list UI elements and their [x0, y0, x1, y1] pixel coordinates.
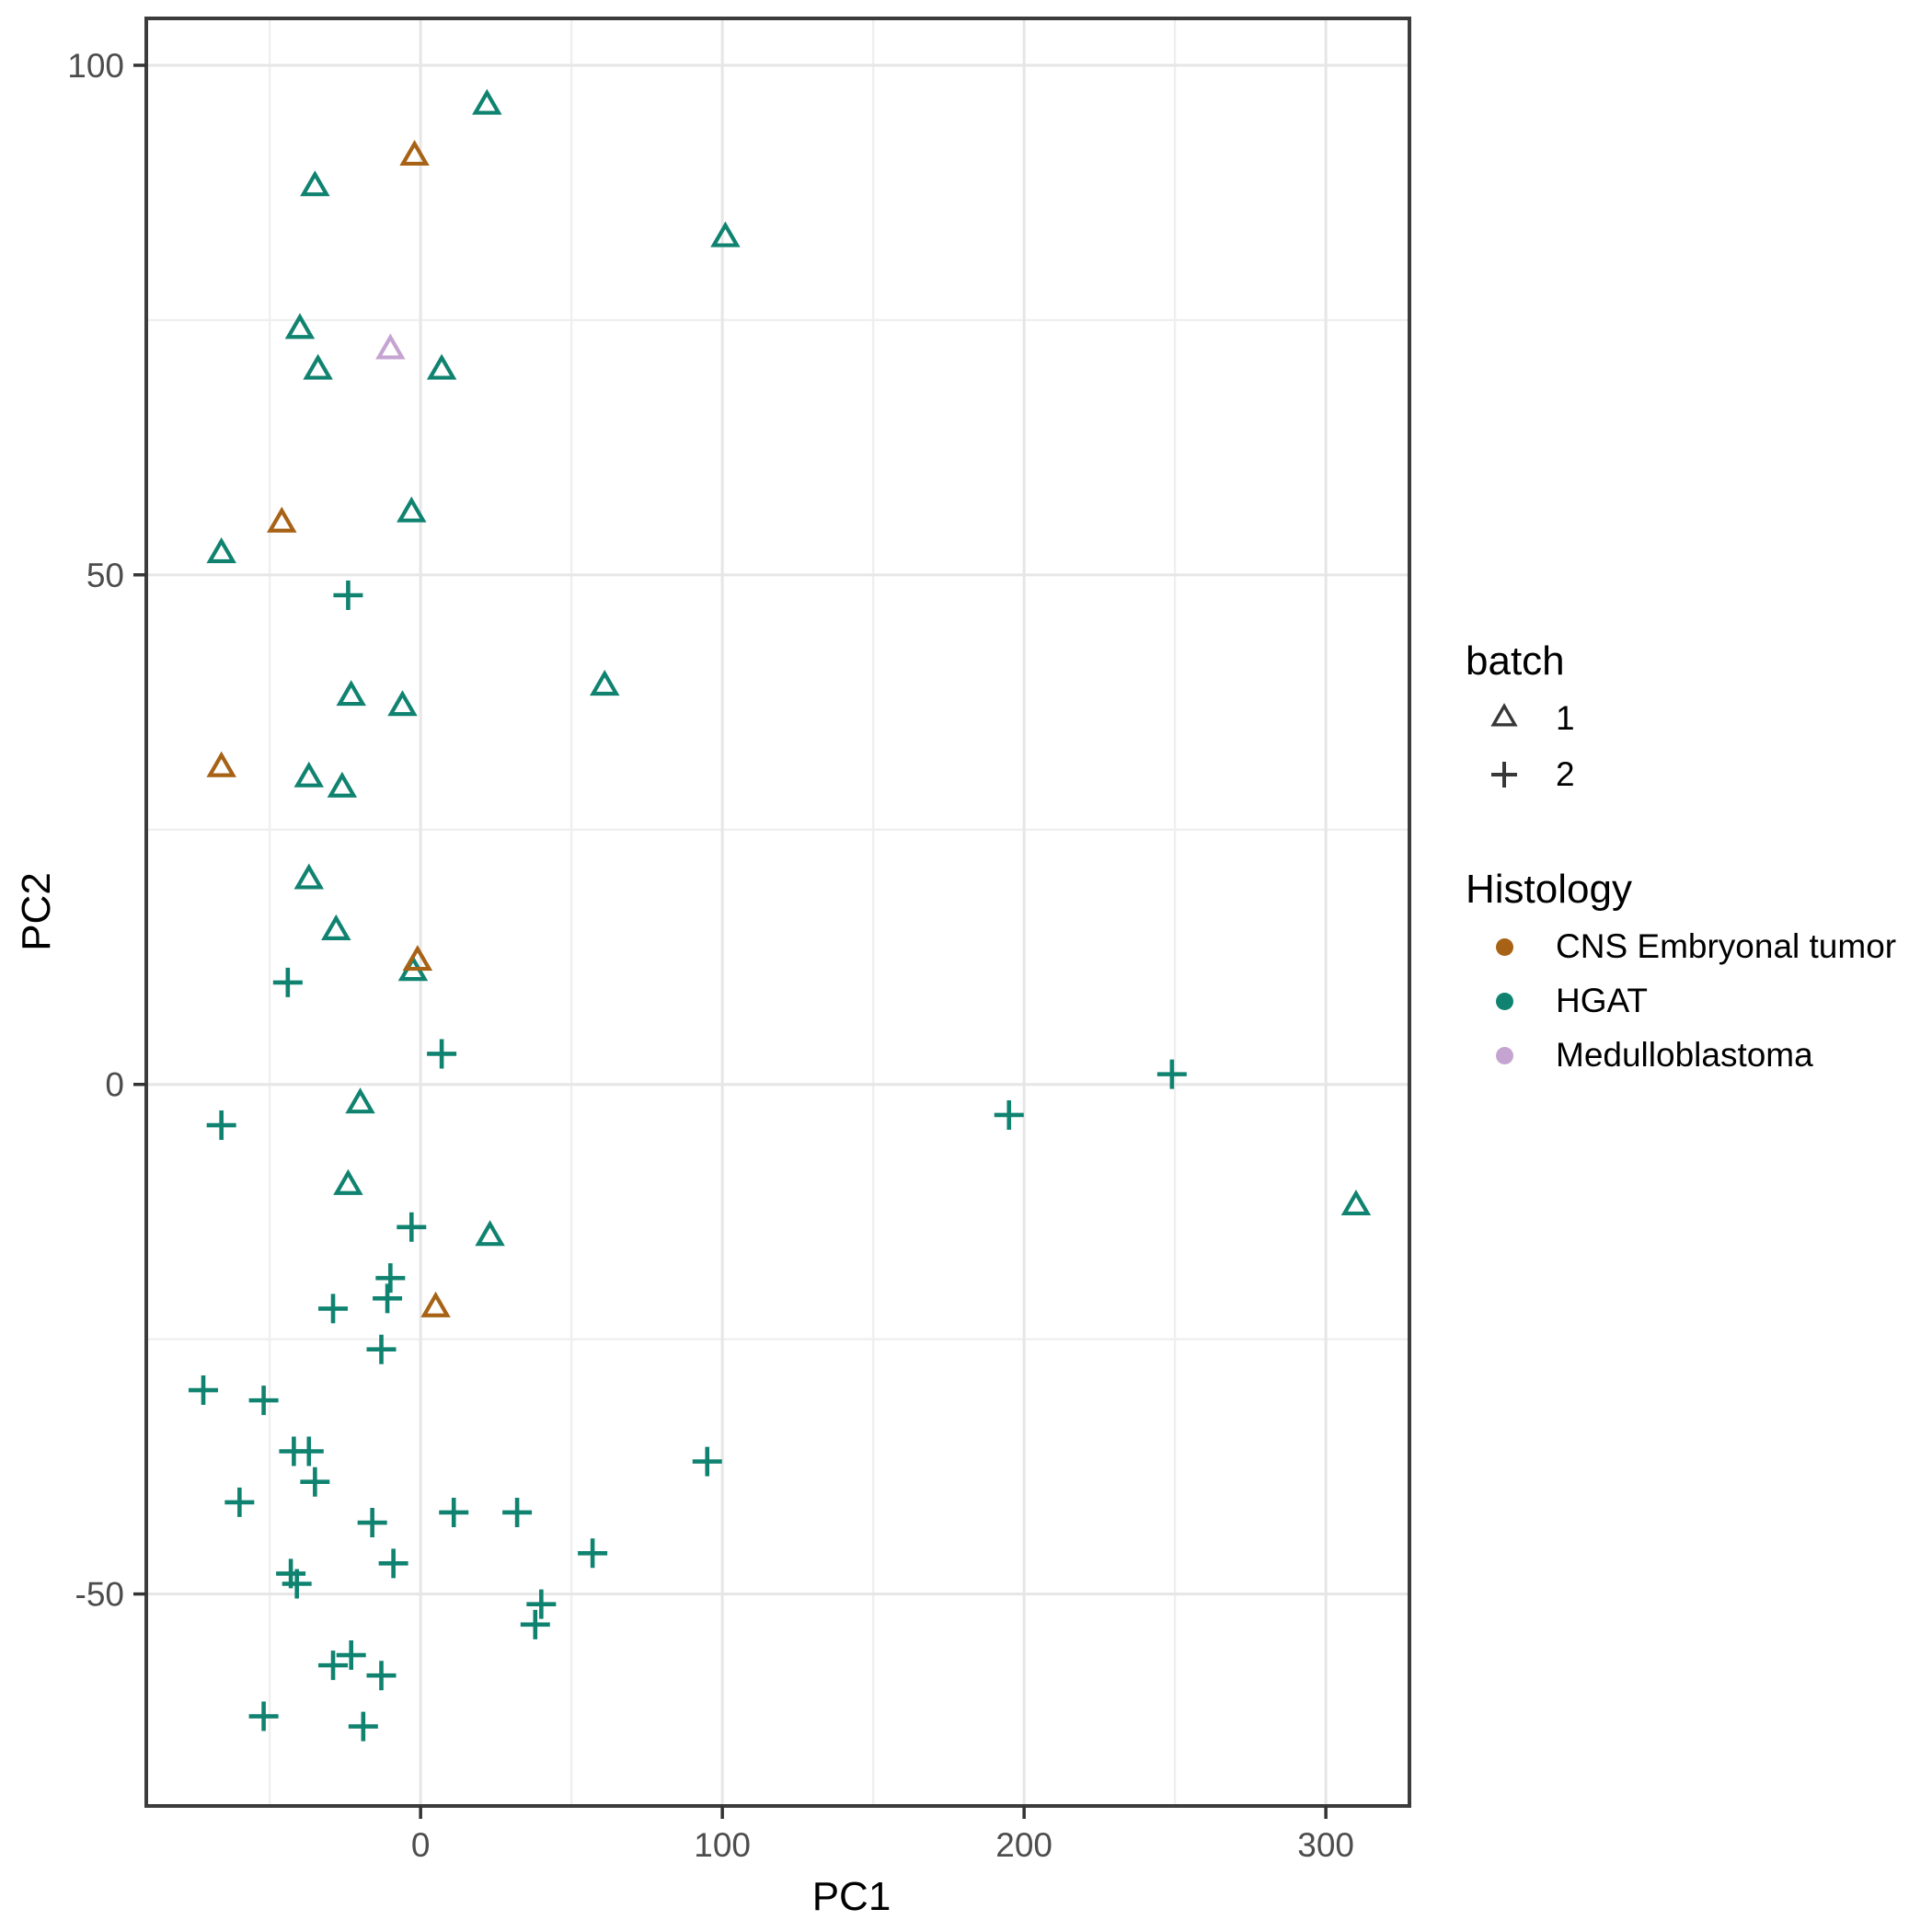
legend-label-batch-2: 2: [1556, 755, 1575, 793]
data-point-triangle: [293, 761, 325, 788]
data-point-plus: [994, 1099, 1024, 1130]
data-point-plus: [248, 1386, 279, 1416]
legend-item-cns: CNS Embryonal tumor: [1466, 921, 1896, 972]
data-point-plus: [427, 1039, 457, 1069]
cns-color-dot-icon: [1466, 921, 1543, 972]
data-point-triangle: [300, 170, 330, 197]
data-point-triangle: [375, 333, 406, 360]
legend-item-medulloblastoma: Medulloblastoma: [1466, 1029, 1813, 1081]
data-point-triangle: [345, 1087, 375, 1114]
y-axis-title: PC2: [14, 872, 59, 951]
data-point-plus: [1156, 1059, 1187, 1089]
y-tick-label: 50: [86, 557, 124, 594]
legend-item-hgat: HGAT: [1466, 975, 1648, 1027]
data-point-plus: [366, 1661, 397, 1691]
data-point-triangle: [402, 945, 433, 972]
y-tick-label: 100: [67, 47, 124, 85]
legend-item-batch-1: 1: [1466, 693, 1575, 744]
x-tick-label: 0: [411, 1826, 431, 1864]
legend-label-medulloblastoma: Medulloblastoma: [1556, 1036, 1813, 1074]
data-point-triangle: [426, 353, 457, 380]
y-tick-label: 0: [105, 1066, 124, 1104]
data-point-triangle: [327, 771, 358, 798]
data-point-triangle: [303, 353, 333, 380]
data-point-triangle: [321, 914, 351, 940]
data-point-triangle: [387, 690, 418, 717]
data-point-plus: [318, 1294, 349, 1324]
x-tick-label: 200: [995, 1826, 1052, 1864]
data-point-plus: [348, 1711, 378, 1742]
data-point-triangle: [293, 863, 325, 890]
data-point-plus: [248, 1701, 279, 1731]
data-point-plus: [526, 1589, 557, 1619]
data-point-triangle: [399, 139, 430, 167]
data-point-plus: [357, 1508, 387, 1538]
data-point-triangle: [333, 1168, 363, 1195]
data-point-plus: [692, 1446, 722, 1477]
x-tick-label: 300: [1297, 1826, 1354, 1864]
data-point-plus: [206, 1110, 236, 1141]
data-point-plus: [293, 1436, 324, 1466]
data-point-plus: [333, 580, 363, 610]
data-point-triangle: [420, 1291, 451, 1317]
data-point-triangle: [589, 669, 620, 696]
legend-title-batch: batch: [1466, 638, 1565, 684]
data-point-plus: [224, 1487, 255, 1517]
data-point-plus: [282, 1569, 312, 1599]
legend-label-hgat: HGAT: [1556, 982, 1649, 1019]
y-tick-label: -50: [75, 1576, 124, 1614]
x-axis-title: PC1: [811, 1874, 891, 1919]
data-point-triangle: [206, 536, 236, 564]
data-point-plus: [578, 1538, 608, 1569]
legend-label-cns: CNS Embryonal tumor: [1556, 927, 1897, 965]
data-point-triangle: [472, 88, 502, 115]
data-point-triangle: [336, 680, 366, 707]
hgat-color-dot-icon: [1466, 975, 1543, 1027]
data-point-plus: [373, 1283, 403, 1314]
data-point-triangle: [1340, 1189, 1372, 1216]
x-tick-label: 100: [694, 1826, 751, 1864]
legend-title-histology: Histology: [1466, 867, 1632, 912]
medulloblastoma-color-dot-icon: [1466, 1029, 1543, 1081]
data-point-plus: [366, 1334, 397, 1364]
plus-legend-icon: [1466, 749, 1543, 800]
data-point-plus: [520, 1609, 550, 1639]
data-point-plus: [336, 1640, 366, 1671]
data-point-plus: [188, 1375, 218, 1406]
legend-item-batch-2: 2: [1466, 749, 1575, 800]
data-point-plus: [502, 1497, 533, 1527]
data-point-triangle: [475, 1220, 505, 1247]
data-point-plus: [318, 1650, 349, 1681]
data-point-triangle: [710, 221, 741, 247]
data-point-plus: [300, 1466, 330, 1497]
data-point-plus: [375, 1263, 406, 1294]
triangle-legend-icon: [1466, 693, 1543, 744]
data-point-triangle: [397, 496, 427, 523]
data-point-triangle: [267, 506, 297, 533]
data-point-plus: [439, 1497, 469, 1527]
data-point-triangle: [284, 313, 316, 339]
data-point-plus: [397, 1212, 427, 1242]
panel-border: [144, 17, 1411, 1808]
data-point-plus: [378, 1548, 408, 1579]
legend-label-batch-1: 1: [1556, 699, 1575, 737]
data-point-plus: [272, 967, 303, 997]
data-point-triangle: [206, 751, 236, 777]
panel-background: [146, 18, 1409, 1806]
